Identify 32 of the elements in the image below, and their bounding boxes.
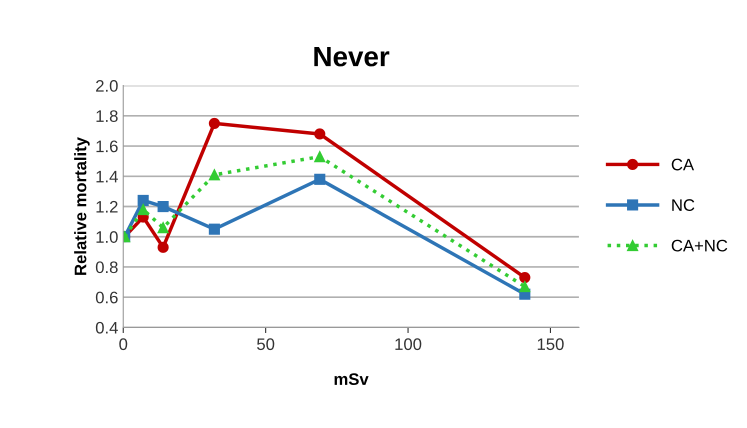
point: [158, 222, 169, 234]
y-tick-label: 1.4: [96, 170, 118, 182]
x-tick-label: 50: [257, 338, 274, 350]
x-tick-label: 0: [119, 338, 128, 350]
chart-title: Never: [314, 47, 390, 66]
y-tick-label: 1.8: [96, 110, 118, 122]
x-axis-title: mSv: [334, 373, 369, 386]
legend-label: CA: [672, 158, 694, 170]
y-tick-label: 1.0: [96, 231, 118, 243]
y-tick-label: 0.8: [96, 261, 118, 274]
point: [208, 169, 220, 180]
x-tick-label: 100: [395, 338, 422, 350]
x-tick-label: 150: [538, 338, 564, 350]
point: [314, 128, 326, 140]
legend-label: CA+NC: [672, 240, 728, 252]
point: [519, 281, 530, 292]
point: [138, 194, 149, 206]
point: [208, 224, 220, 235]
point: [519, 272, 530, 284]
y-tick-label: 1.6: [96, 140, 118, 152]
y-tick-label: 2.0: [96, 80, 118, 92]
point: [158, 200, 169, 212]
y-tick-label: 0.4: [96, 322, 118, 334]
y-axis-title: Relative mortality: [74, 137, 90, 275]
point: [158, 242, 169, 253]
y-tick-label: 1.2: [96, 200, 118, 213]
point: [208, 118, 220, 129]
legend-label: NC: [672, 199, 694, 211]
point: [314, 151, 326, 162]
y-tick-label: 0.6: [96, 292, 118, 304]
point: [314, 174, 326, 185]
point: [138, 204, 149, 216]
